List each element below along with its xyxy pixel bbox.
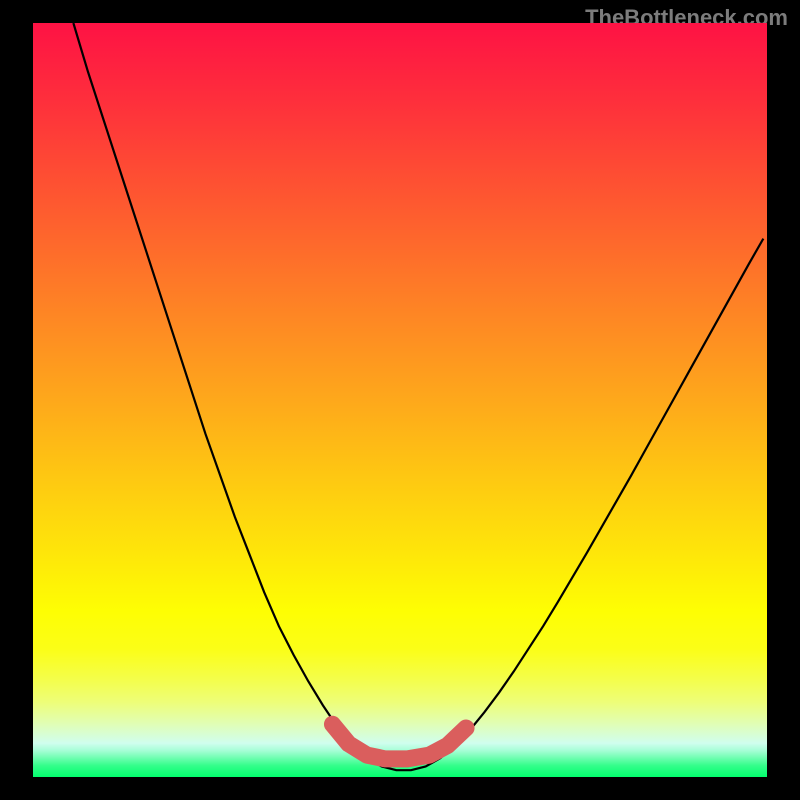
gradient-background bbox=[33, 23, 767, 777]
plot-svg bbox=[33, 23, 767, 777]
chart-container: TheBottleneck.com bbox=[0, 0, 800, 800]
